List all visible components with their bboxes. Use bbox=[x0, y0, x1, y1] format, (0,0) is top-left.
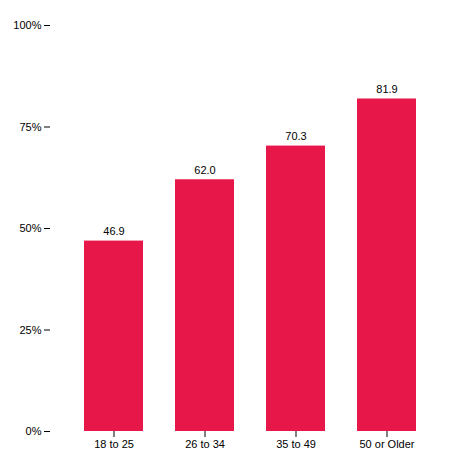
svg-text:50%: 50% bbox=[19, 222, 41, 234]
svg-text:75%: 75% bbox=[19, 121, 41, 133]
svg-text:100%: 100% bbox=[13, 19, 41, 31]
svg-text:50 or Older: 50 or Older bbox=[359, 438, 414, 450]
svg-text:62.0: 62.0 bbox=[194, 164, 215, 176]
svg-text:0%: 0% bbox=[26, 425, 42, 437]
svg-text:25%: 25% bbox=[19, 324, 41, 336]
svg-text:26 to 34: 26 to 34 bbox=[185, 438, 225, 450]
svg-text:46.9: 46.9 bbox=[103, 225, 124, 237]
svg-text:18 to 25: 18 to 25 bbox=[94, 438, 134, 450]
svg-text:35 to 49: 35 to 49 bbox=[276, 438, 316, 450]
svg-text:70.3: 70.3 bbox=[285, 130, 306, 142]
svg-text:81.9: 81.9 bbox=[376, 83, 397, 95]
